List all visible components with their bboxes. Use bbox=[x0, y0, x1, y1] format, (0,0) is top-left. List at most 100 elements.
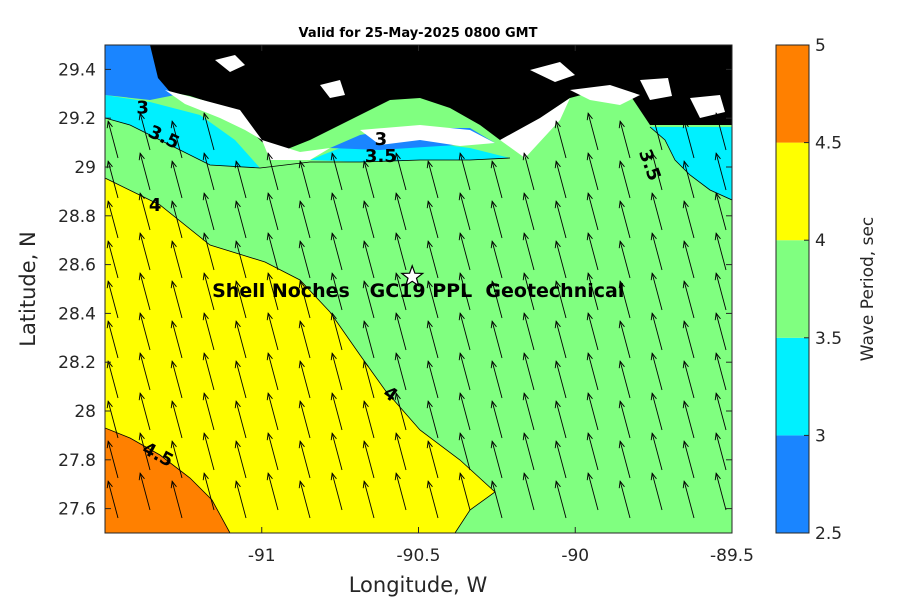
wave-arrow bbox=[491, 481, 503, 519]
wave-arrow-head bbox=[266, 432, 273, 441]
wave-arrow-head bbox=[362, 280, 369, 289]
wave-arrow-head bbox=[138, 472, 145, 481]
wave-arrow-head bbox=[682, 480, 689, 489]
wave-arrow bbox=[619, 161, 631, 199]
wave-arrow-head bbox=[298, 320, 305, 329]
wave-arrow-head bbox=[586, 152, 593, 161]
wave-arrow-head bbox=[650, 312, 657, 321]
wave-arrow bbox=[491, 441, 503, 479]
wave-arrow-head bbox=[618, 160, 625, 169]
wave-arrow bbox=[171, 441, 183, 479]
wave-arrow-head bbox=[330, 152, 337, 161]
wave-arrow bbox=[715, 473, 727, 511]
band-3-3.5-west bbox=[105, 95, 260, 168]
wave-arrow-head bbox=[138, 392, 145, 401]
wave-arrow bbox=[395, 233, 407, 271]
wave-arrow bbox=[331, 473, 343, 511]
wave-arrow bbox=[107, 121, 119, 159]
wave-arrow bbox=[491, 201, 503, 239]
wave-arrow-head bbox=[170, 400, 177, 409]
wave-arrow bbox=[587, 113, 599, 151]
wave-arrow-head bbox=[650, 192, 657, 201]
wave-arrow bbox=[203, 393, 215, 431]
wave-arrow-head bbox=[394, 432, 401, 441]
wave-arrow-head bbox=[170, 160, 177, 169]
wave-arrow-head bbox=[266, 152, 273, 161]
wave-arrow-head bbox=[682, 320, 689, 329]
wave-arrow-head bbox=[298, 200, 305, 209]
wave-arrow-head bbox=[202, 432, 209, 441]
wave-arrow-head bbox=[138, 232, 145, 241]
wave-arrow-head bbox=[330, 352, 337, 361]
map-area bbox=[105, 45, 732, 533]
wave-arrow-head bbox=[714, 152, 721, 161]
wave-arrow bbox=[683, 161, 695, 199]
wave-arrow-head bbox=[138, 152, 145, 161]
wave-arrow bbox=[683, 241, 695, 279]
wave-arrow bbox=[203, 353, 215, 391]
wave-arrow-head bbox=[362, 400, 369, 409]
wave-arrow bbox=[299, 241, 311, 279]
wave-arrow bbox=[331, 313, 343, 351]
colorbar-segment bbox=[776, 435, 809, 533]
wave-arrow bbox=[299, 161, 311, 199]
wave-arrow bbox=[139, 273, 151, 311]
wave-arrow-head bbox=[426, 480, 433, 489]
wave-arrow bbox=[235, 161, 247, 199]
wave-arrow bbox=[171, 201, 183, 239]
colorbar-tick-label: 4 bbox=[815, 231, 826, 251]
wave-arrow bbox=[587, 353, 599, 391]
wave-arrow-head bbox=[682, 440, 689, 449]
wave-arrow-head bbox=[586, 472, 593, 481]
wave-arrow-head bbox=[458, 232, 465, 241]
wave-arrow bbox=[555, 361, 567, 399]
wave-arrow-head bbox=[554, 360, 561, 369]
wave-arrow bbox=[267, 393, 279, 431]
wave-arrow-head bbox=[490, 400, 497, 409]
wave-arrow bbox=[107, 441, 119, 479]
wave-arrow-head bbox=[234, 480, 241, 489]
wave-arrow-head bbox=[650, 152, 657, 161]
wave-arrow-head bbox=[618, 120, 625, 129]
wave-arrow-head bbox=[426, 240, 433, 249]
wave-arrow bbox=[651, 233, 663, 271]
wave-arrow bbox=[331, 193, 343, 231]
wave-arrow-head bbox=[554, 120, 561, 129]
wave-arrow bbox=[587, 433, 599, 471]
y-axis-ticks: 27.6 27.8 28 28.2 28.4 28.6 28.8 29 29.2 29.4 bbox=[58, 60, 732, 520]
wave-arrow-head bbox=[170, 240, 177, 249]
wave-arrow-head bbox=[170, 320, 177, 329]
wave-arrow bbox=[683, 201, 695, 239]
wave-arrow-head bbox=[234, 280, 241, 289]
wave-arrow bbox=[523, 473, 535, 511]
wave-arrow-head bbox=[106, 320, 113, 329]
wave-arrow bbox=[619, 401, 631, 439]
wave-arrow bbox=[235, 441, 247, 479]
wave-arrow-head bbox=[266, 352, 273, 361]
wave-arrow-head bbox=[266, 272, 273, 281]
y-tick-label: 27.8 bbox=[58, 451, 96, 471]
wave-arrow bbox=[555, 281, 567, 319]
wave-arrow-head bbox=[522, 152, 529, 161]
wave-arrow bbox=[267, 313, 279, 351]
wave-arrow bbox=[555, 201, 567, 239]
wave-arrow bbox=[619, 481, 631, 519]
wave-arrow-head bbox=[138, 272, 145, 281]
site-marker-group: Shell Noches GC19 PPL Geotechnical bbox=[212, 264, 624, 302]
wave-arrow bbox=[171, 241, 183, 279]
wave-arrow-head bbox=[138, 192, 145, 201]
wave-arrow-head bbox=[522, 472, 529, 481]
contour-label: 4 bbox=[149, 195, 162, 216]
wave-arrow-head bbox=[106, 480, 113, 489]
wave-arrow-head bbox=[106, 200, 113, 209]
wave-arrow-head bbox=[202, 272, 209, 281]
wave-arrow-head bbox=[714, 272, 721, 281]
wave-arrow-head bbox=[330, 432, 337, 441]
wave-arrow bbox=[587, 233, 599, 271]
wave-arrow-head bbox=[362, 200, 369, 209]
wave-arrow bbox=[459, 193, 471, 231]
wave-arrow bbox=[491, 401, 503, 439]
wave-arrow bbox=[491, 241, 503, 279]
wave-arrow bbox=[395, 433, 407, 471]
wave-arrow-head bbox=[266, 312, 273, 321]
